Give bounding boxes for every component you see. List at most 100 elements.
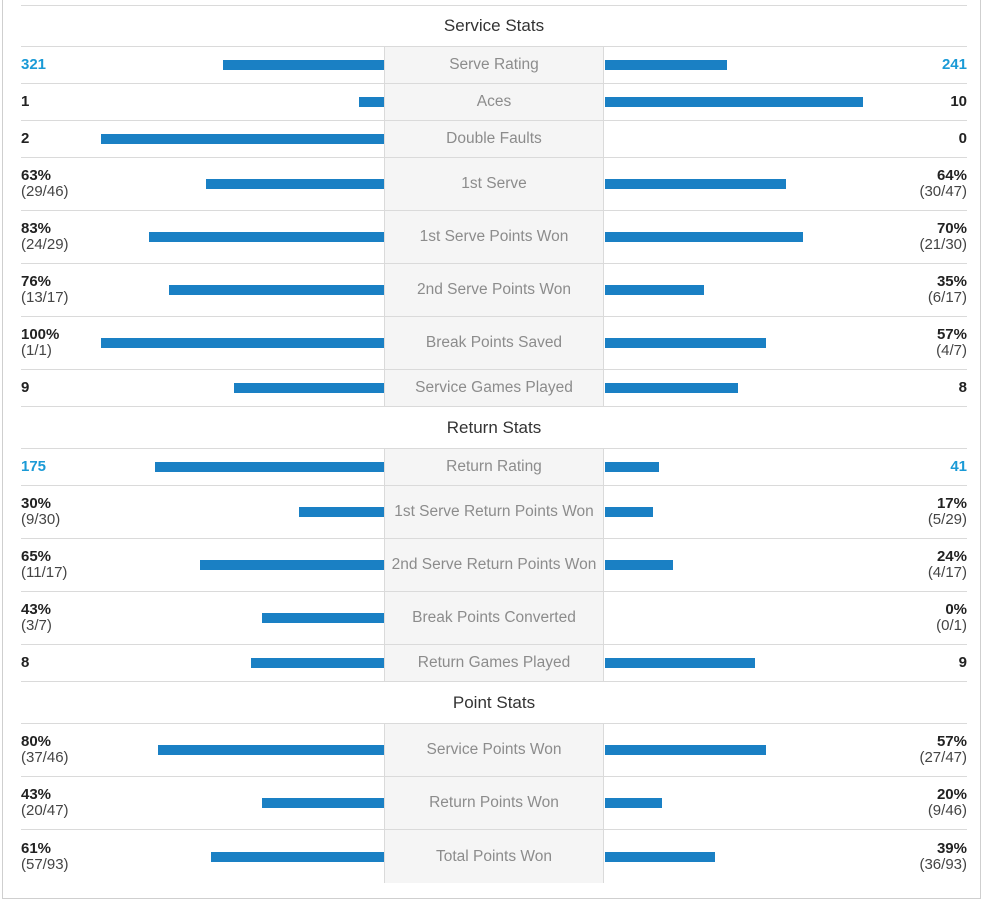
right-player-bar [605, 179, 786, 189]
right-player-value: 57% (27/47) [919, 724, 967, 776]
left-value-detail: (3/7) [21, 617, 52, 634]
right-value-detail: (6/17) [927, 289, 967, 306]
right-value-main: 0% [945, 601, 967, 618]
left-player-bar [155, 462, 384, 472]
right-player-value: 35% (6/17) [928, 264, 967, 316]
right-value-detail: (4/17) [927, 564, 967, 581]
left-player-value: 76% (13/17) [21, 264, 69, 316]
right-player-bar [605, 232, 803, 242]
stat-row-total-points-won: 61% (57/93) Total Points Won 39% (36/93) [21, 830, 967, 883]
right-value-detail: (30/47) [919, 183, 967, 200]
stat-label: Total Points Won [384, 830, 604, 883]
stat-row-return-points-won: 43% (20/47) Return Points Won 20% (9/46) [21, 777, 967, 830]
left-value-main: 2 [21, 130, 30, 147]
right-value-main: 241 [941, 56, 967, 73]
left-player-value: 43% (20/47) [21, 777, 69, 829]
right-value-main: 24% [936, 548, 967, 565]
stat-row-1st-serve-points-won: 83% (24/29) 1st Serve Points Won 70% (21/30) [21, 211, 967, 264]
left-player-value: 80% (37/46) [21, 724, 69, 776]
stat-row-2nd-serve-return-points-won: 65% (11/17) 2nd Serve Return Points Won 24%… [21, 539, 967, 592]
section-title-service-stats: Service Stats [21, 5, 967, 47]
top-divider [21, 5, 967, 6]
right-value-detail: (9/46) [927, 802, 967, 819]
left-value-main: 30% [21, 495, 52, 512]
stat-label: Return Rating [384, 449, 604, 485]
left-value-main: 1 [21, 93, 30, 110]
left-value-main: 8 [21, 654, 30, 671]
stat-label: Aces [384, 84, 604, 120]
left-player-value: 30% (9/30) [21, 486, 60, 538]
left-player-value: 65% (11/17) [21, 539, 67, 591]
right-player-bar [605, 851, 715, 862]
left-player-bar [211, 851, 384, 862]
left-player-value: 100% (1/1) [21, 317, 59, 369]
stat-label: 2nd Serve Return Points Won [384, 539, 604, 591]
left-value-detail: (29/46) [21, 183, 69, 200]
stat-row-serve-rating: 321 Serve Rating 241 [21, 47, 967, 84]
stat-label: Service Points Won [384, 724, 604, 776]
left-player-bar [223, 60, 384, 70]
right-value-detail: (4/7) [936, 342, 967, 359]
right-player-value: 20% (9/46) [928, 777, 967, 829]
left-value-detail: (57/93) [21, 855, 69, 873]
stat-label: Serve Rating [384, 47, 604, 83]
left-value-main: 9 [21, 379, 30, 396]
stat-row-1st-serve: 63% (29/46) 1st Serve 64% (30/47) [21, 158, 967, 211]
left-player-bar [206, 179, 384, 189]
right-value-main: 57% [936, 733, 967, 750]
right-value-detail: (5/29) [927, 511, 967, 528]
left-player-bar [262, 613, 384, 623]
stat-label: Return Points Won [384, 777, 604, 829]
left-value-main: 80% [21, 733, 52, 750]
stat-label: Return Games Played [384, 645, 604, 681]
left-player-value: 61% (57/93) [21, 830, 69, 883]
left-player-value: 8 [21, 645, 29, 681]
right-player-value: 9 [959, 645, 967, 681]
right-player-value: 39% (36/93) [919, 830, 967, 883]
stat-row-1st-serve-return-points-won: 30% (9/30) 1st Serve Return Points Won 17%(… [21, 486, 967, 539]
right-player-bar [605, 285, 704, 295]
stat-label: Double Faults [384, 121, 604, 157]
right-value-main: 10 [950, 93, 967, 110]
stat-row-return-games-played: 8 Return Games Played 9 [21, 645, 967, 682]
right-player-bar [605, 338, 766, 348]
left-player-bar [200, 560, 384, 570]
left-player-bar [169, 285, 384, 295]
right-value-detail: (36/93) [919, 855, 967, 873]
left-value-detail: (13/17) [21, 289, 69, 306]
right-player-value: 70% (21/30) [919, 211, 967, 263]
left-player-value: 9 [21, 370, 29, 406]
left-value-detail: (11/17) [21, 564, 68, 581]
stat-row-return-rating: 175 Return Rating 41 [21, 449, 967, 486]
right-value-detail: (27/47) [919, 749, 967, 766]
right-value-main: 35% [936, 273, 967, 290]
left-player-bar [158, 745, 384, 755]
left-player-bar [101, 338, 384, 348]
right-value-main: 70% [936, 220, 967, 237]
left-player-value: 1 [21, 84, 29, 120]
right-player-bar [605, 507, 653, 517]
stat-row-break-points-saved: 100% (1/1) Break Points Saved 57% (4/7) [21, 317, 967, 370]
left-value-main: 65% [21, 548, 52, 565]
right-player-bar [605, 383, 738, 393]
right-value-main: 8 [958, 379, 967, 396]
left-player-bar [234, 383, 384, 393]
left-value-main: 43% [21, 786, 52, 803]
right-player-value: 0 [959, 121, 967, 157]
stat-label: 2nd Serve Points Won [384, 264, 604, 316]
right-player-value: 8 [959, 370, 967, 406]
stat-label: Service Games Played [384, 370, 604, 406]
left-player-bar [359, 97, 384, 107]
stat-label: Break Points Converted [384, 592, 604, 644]
left-player-value: 83% (24/29) [21, 211, 69, 263]
left-value-main: 61% [21, 839, 52, 857]
right-player-bar [605, 97, 863, 107]
stat-row-service-games-played: 9 Service Games Played 8 [21, 370, 967, 407]
right-player-bar [605, 798, 662, 808]
stat-row-aces: 1 Aces 10 [21, 84, 967, 121]
left-player-value: 63% (29/46) [21, 158, 69, 210]
right-player-value: 0% (0/1) [936, 592, 967, 644]
left-value-main: 175 [21, 458, 47, 475]
right-value-detail: (0/1) [936, 617, 967, 634]
